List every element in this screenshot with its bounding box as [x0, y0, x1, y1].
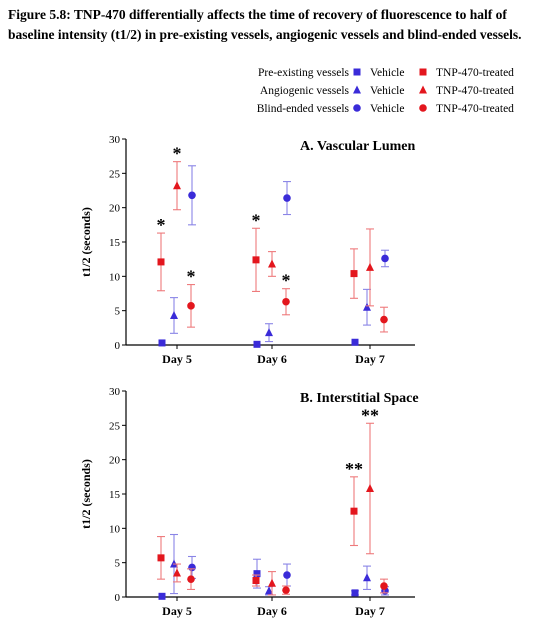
data-point	[283, 571, 291, 579]
legend-treated-marker	[419, 68, 427, 76]
significance-marker: **	[345, 459, 363, 479]
data-point	[158, 339, 166, 347]
data-point	[170, 310, 178, 319]
significance-marker: **	[361, 405, 379, 425]
data-point	[252, 256, 260, 264]
x-tick-label: Day 5	[162, 604, 192, 618]
panel-title: B. Interstitial Space	[300, 391, 419, 406]
y-tick-label: 10	[109, 271, 121, 283]
y-tick-label: 25	[109, 168, 121, 180]
y-tick-label: 0	[115, 340, 121, 352]
significance-marker: *	[252, 210, 261, 230]
data-point	[173, 181, 181, 190]
data-point	[253, 570, 261, 578]
legend-group-label: Blind-ended vessels	[257, 103, 350, 115]
x-tick-label: Day 6	[257, 604, 287, 618]
data-point	[351, 338, 359, 346]
chart-panel-interstitial-space: 0 5 10 15 20 25 30 t1/2 (seconds) B. Interstitia…	[79, 386, 419, 618]
legend-vehicle-marker	[353, 104, 361, 112]
data-point	[350, 270, 358, 278]
legend-vehicle-marker	[353, 85, 361, 94]
data-point	[188, 191, 196, 200]
legend: Pre-existing vessels Vehicle TNP-470-treat…	[257, 67, 514, 115]
data-point	[157, 258, 165, 266]
data-point	[351, 589, 359, 597]
data-point	[283, 194, 291, 202]
y-tick-label: 5	[115, 306, 121, 318]
significance-marker: *	[187, 267, 196, 287]
legend-vehicle-label: Vehicle	[370, 67, 404, 79]
y-tick-label: 30	[109, 386, 121, 398]
data-point	[157, 554, 165, 562]
y-tick-label: 30	[109, 134, 121, 146]
data-point	[252, 577, 260, 585]
significance-marker: *	[282, 271, 291, 291]
data-point	[366, 262, 374, 271]
panel-title: A. Vascular Lumen	[300, 139, 415, 154]
data-point	[188, 563, 196, 572]
x-tick-label: Day 5	[162, 352, 192, 366]
chart-panel-vascular-lumen: 0 5 10 15 20 25 30 t1/2 (seconds) A. Vascular Lu…	[79, 134, 415, 366]
data-point	[381, 254, 389, 263]
legend-treated-marker	[419, 104, 427, 112]
data-point	[265, 586, 273, 595]
x-tick-label: Day 6	[257, 352, 287, 366]
legend-treated-label: TNP-470-treated	[436, 67, 514, 79]
legend-group-label: Angiogenic vessels	[260, 85, 350, 97]
y-axis-label: t1/2 (seconds)	[79, 207, 93, 277]
data-point	[363, 573, 371, 582]
legend-treated-label: TNP-470-treated	[436, 103, 514, 115]
data-point	[380, 582, 388, 590]
data-point	[187, 575, 195, 583]
y-axis-label: t1/2 (seconds)	[79, 459, 93, 529]
significance-marker: *	[173, 144, 182, 164]
x-tick-label: Day 7	[355, 604, 385, 618]
data-point	[265, 328, 273, 337]
legend-vehicle-marker	[353, 68, 361, 76]
y-tick-label: 5	[115, 558, 121, 570]
y-tick-label: 20	[109, 455, 121, 467]
data-point	[158, 592, 166, 600]
data-point	[380, 315, 388, 324]
data-point	[366, 484, 374, 493]
data-point	[350, 507, 358, 515]
significance-marker: *	[157, 215, 166, 235]
x-tick-label: Day 7	[355, 352, 385, 366]
data-point	[187, 302, 195, 310]
figure-caption: Figure 5.8: TNP-470 differentially affec…	[8, 7, 522, 42]
y-tick-label: 15	[109, 489, 121, 501]
legend-vehicle-label: Vehicle	[370, 85, 404, 97]
legend-treated-marker	[419, 85, 427, 94]
y-tick-label: 25	[109, 420, 121, 432]
y-tick-label: 20	[109, 203, 121, 215]
data-point	[253, 340, 261, 348]
y-tick-label: 15	[109, 237, 121, 249]
data-point	[268, 259, 276, 268]
y-tick-label: 0	[115, 592, 121, 604]
data-point	[282, 297, 290, 306]
legend-treated-label: TNP-470-treated	[436, 85, 514, 97]
data-point	[363, 302, 371, 311]
y-tick-label: 10	[109, 523, 121, 535]
data-point	[173, 568, 181, 577]
legend-vehicle-label: Vehicle	[370, 103, 404, 115]
data-point	[268, 578, 276, 587]
data-point	[282, 586, 290, 594]
legend-group-label: Pre-existing vessels	[258, 67, 350, 79]
